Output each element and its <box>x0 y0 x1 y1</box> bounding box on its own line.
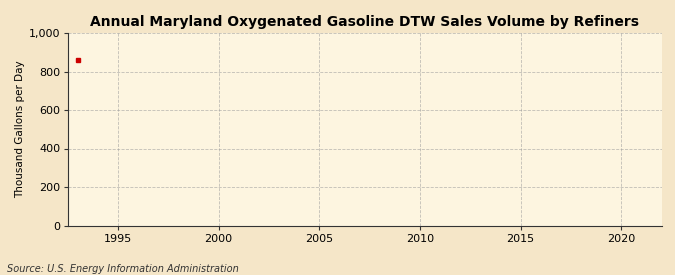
Title: Annual Maryland Oxygenated Gasoline DTW Sales Volume by Refiners: Annual Maryland Oxygenated Gasoline DTW … <box>90 15 639 29</box>
Text: Source: U.S. Energy Information Administration: Source: U.S. Energy Information Administ… <box>7 264 238 274</box>
Y-axis label: Thousand Gallons per Day: Thousand Gallons per Day <box>15 60 25 198</box>
